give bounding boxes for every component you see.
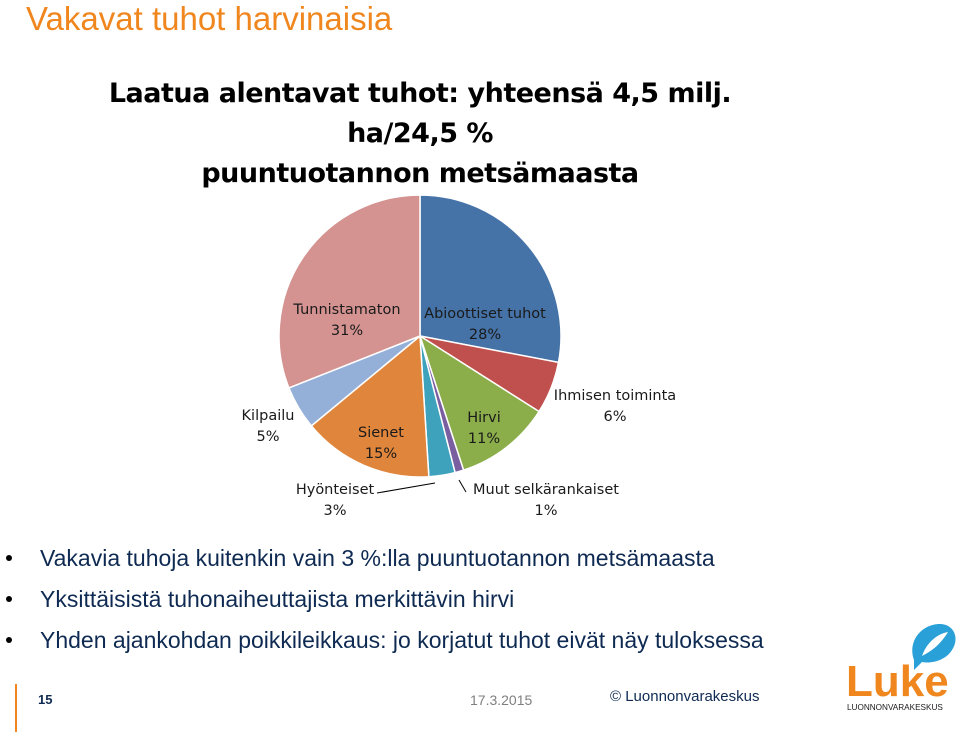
chart-title-line-2: puuntuotannon metsämaasta: [201, 158, 639, 189]
pie-slice: [310, 334, 430, 478]
pie-slice: [418, 334, 541, 472]
slice-label: Muut selkärankaiset 1%: [473, 482, 619, 519]
bullet-list: Vakavia tuhoja kuitenkin vain 3 %:lla pu…: [6, 538, 764, 661]
logo-wordmark: Luke: [846, 657, 949, 706]
pie-slice: [419, 194, 562, 364]
footer-date: 17.3.2015: [470, 692, 533, 708]
speech-bubble-leaf-icon: [912, 623, 956, 670]
bullet-item: Yksittäisistä tuhonaiheuttajista merkitt…: [6, 579, 764, 620]
slice-label: Hirvi 11%: [467, 410, 501, 447]
slice-label: Kilpailu 5%: [242, 408, 295, 445]
chart-title: Laatua alentavat tuhot: yhteensä 4,5 mil…: [50, 74, 790, 194]
pie-chart: Abioottiset tuhot 28% Ihmisen toiminta 6% Hi…: [242, 194, 676, 519]
slice-label: Tunnistamaton 31%: [292, 302, 400, 339]
footer-copyright: © Luonnonvarakeskus: [610, 688, 760, 705]
bullet-item: Yhden ajankohdan poikkileikkaus: jo korj…: [6, 620, 764, 661]
bullet-item: Vakavia tuhoja kuitenkin vain 3 %:lla pu…: [6, 538, 764, 579]
slice-label: Hyönteiset 3%: [296, 482, 375, 519]
slide-title: Vakavat tuhot harvinaisia: [26, 0, 393, 37]
footer-divider: [15, 684, 17, 732]
slice-label: Abioottiset tuhot 28%: [424, 306, 546, 343]
pie-slice: [278, 194, 421, 389]
slice-label: Ihmisen toiminta 6%: [554, 388, 676, 425]
leader-line: [376, 482, 436, 494]
page-number: 15: [38, 692, 53, 707]
leader-line: [458, 479, 467, 493]
chart-title-line-1: Laatua alentavat tuhot: yhteensä 4,5 mil…: [108, 78, 732, 149]
luke-logo: Luke LUONNONVARAKESKUS: [846, 623, 956, 712]
slice-label: Sienet 15%: [358, 425, 404, 462]
logo-subtitle: LUONNONVARAKESKUS: [847, 703, 943, 712]
